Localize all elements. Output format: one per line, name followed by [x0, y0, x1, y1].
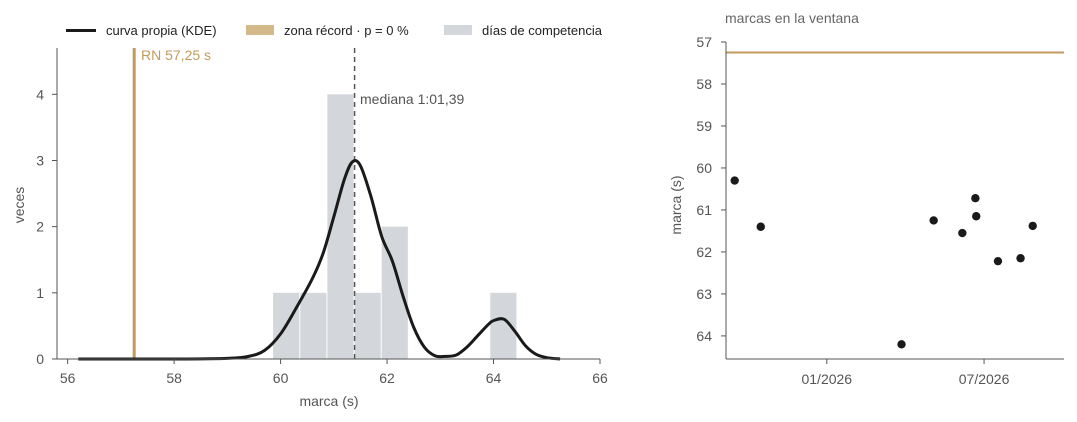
- scatter-y-tick-label: 61: [696, 202, 712, 218]
- histogram-bar[interactable]: [300, 292, 327, 359]
- legend-days-swatch: [444, 25, 472, 35]
- scatter-points: [730, 176, 1037, 349]
- hist-x-tick-label: 58: [166, 370, 182, 386]
- median-label: mediana 1:01,39: [360, 91, 465, 107]
- hist-y-tick-label: 0: [36, 351, 44, 367]
- hist-y-tick-label: 4: [36, 86, 44, 102]
- scatter-y-tick-label: 57: [696, 34, 712, 50]
- record-label: RN 57,25 s: [141, 47, 211, 63]
- scatter-point[interactable]: [756, 222, 765, 231]
- scatter-y-tick-label: 64: [696, 328, 712, 344]
- scatter-y-tick-label: 60: [696, 160, 712, 176]
- hist-x-tick-label: 60: [273, 370, 289, 386]
- scatter-y-tick-label: 62: [696, 244, 712, 260]
- scatter-point[interactable]: [1016, 254, 1025, 263]
- scatter-y-tick-label: 58: [696, 76, 712, 92]
- legend-record-swatch: [246, 25, 274, 35]
- hist-y-tick-label: 3: [36, 152, 44, 168]
- scatter-point[interactable]: [971, 193, 980, 203]
- hist-xlabel: marca (s): [299, 393, 358, 409]
- scatter-point[interactable]: [897, 340, 906, 349]
- histogram-bars: [273, 94, 517, 359]
- legend-record-label: zona récord · p = 0 %: [284, 22, 409, 38]
- hist-x-tick-label: 64: [486, 370, 502, 386]
- hist-x-tick-label: 66: [592, 370, 608, 386]
- scatter-title: marcas en la ventana: [725, 10, 859, 26]
- legend-item-days[interactable]: días de competencia: [444, 20, 602, 40]
- legend-kde-swatch: [66, 28, 96, 32]
- scatter-ylabel: marca (s): [668, 175, 684, 234]
- scatter-point[interactable]: [730, 176, 739, 185]
- legend-item-kde[interactable]: curva propia (KDE): [66, 20, 217, 40]
- scatter-point[interactable]: [929, 216, 938, 225]
- histogram-chart: veces marca (s) RN 57,25 s mediana 1:01,…: [11, 47, 608, 409]
- hist-y-tick-label: 2: [36, 219, 44, 235]
- scatter-y-tick-label: 63: [696, 286, 712, 302]
- scatter-chart: marcas en la ventana marca (s) 57 58 59 60 6…: [668, 10, 1064, 387]
- scatter-point[interactable]: [958, 228, 967, 238]
- histogram-bar[interactable]: [354, 292, 381, 359]
- scatter-y-tick-label: 59: [696, 118, 712, 134]
- hist-y-tick-label: 1: [36, 285, 44, 301]
- hist-x-tick-label: 56: [60, 370, 76, 386]
- legend-item-record[interactable]: zona récord · p = 0 %: [246, 20, 409, 40]
- kde-curve[interactable]: [78, 159, 561, 361]
- hist-ylabel: veces: [11, 187, 27, 224]
- hist-x-tick-label: 62: [379, 370, 395, 386]
- scatter-point[interactable]: [1028, 221, 1037, 231]
- scatter-x-tick-label: 01/2026: [801, 371, 852, 387]
- scatter-point[interactable]: [972, 212, 981, 221]
- legend-kde-label: curva propia (KDE): [106, 22, 217, 38]
- scatter-x-tick-label: 07/2026: [959, 371, 1010, 387]
- legend-days-label: días de competencia: [482, 22, 602, 38]
- legend: curva propia (KDE) zona récord · p = 0 %…: [66, 20, 626, 40]
- scatter-point[interactable]: [993, 256, 1003, 266]
